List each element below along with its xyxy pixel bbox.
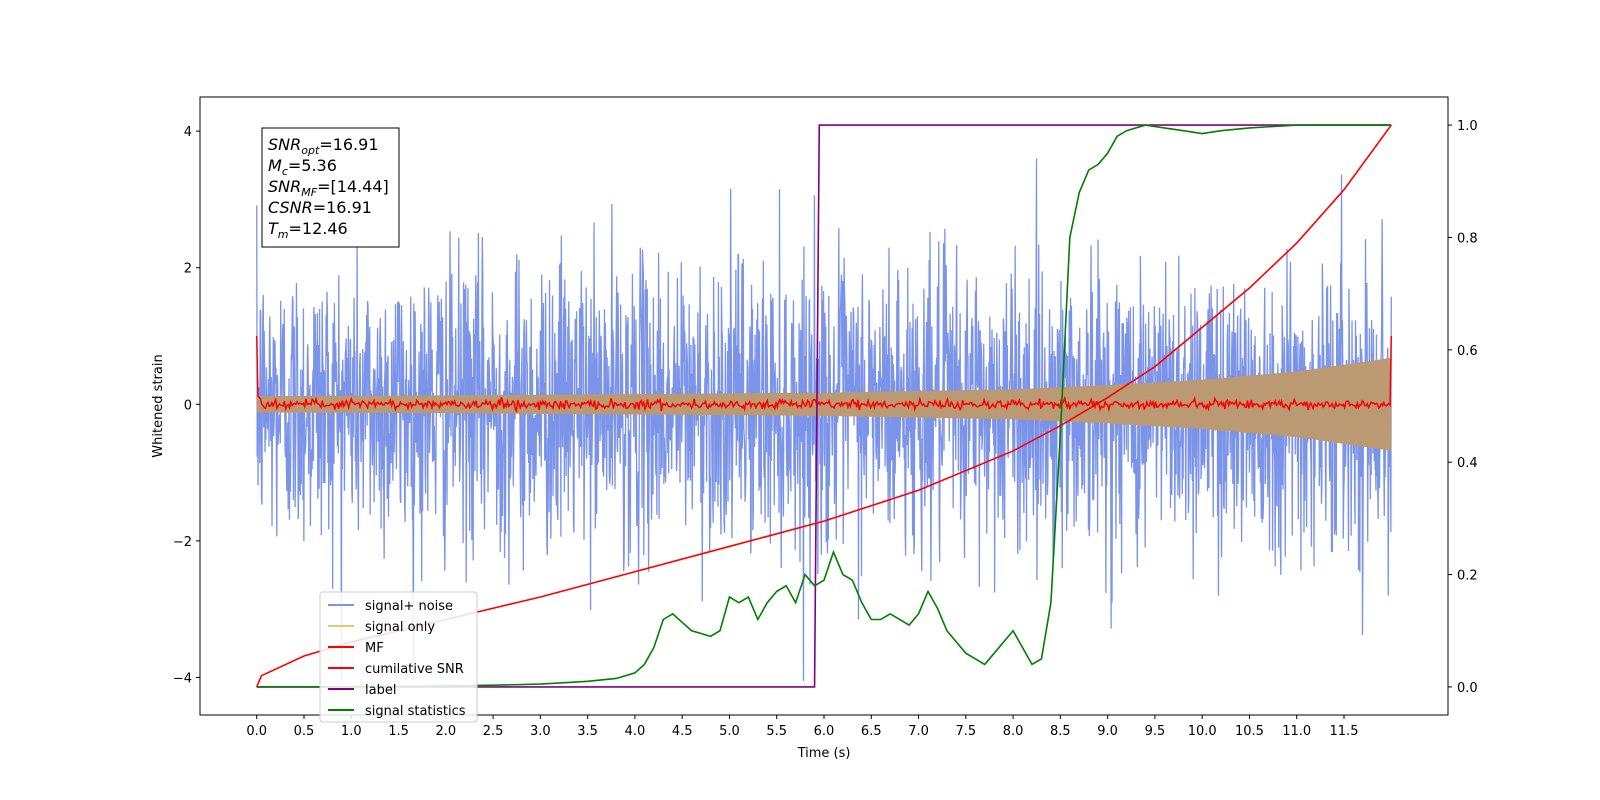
x-tick-label: 10.0 xyxy=(1188,724,1217,739)
y-axis-label: Whitened strain xyxy=(151,354,166,457)
x-tick-label: 4.0 xyxy=(625,724,646,739)
annotation-line: Tm=12.46 xyxy=(268,219,348,241)
x-tick-label: 9.0 xyxy=(1097,724,1118,739)
series-signal-statistics xyxy=(256,124,1392,688)
x-tick-label: 1.5 xyxy=(388,724,409,739)
x-tick-label: 6.0 xyxy=(814,724,835,739)
x-tick-label: 2.5 xyxy=(483,724,504,739)
y-tick-label: 4 xyxy=(184,125,192,140)
x-tick-label: 3.5 xyxy=(577,724,598,739)
legend-label-cumilative-snr: cumilative SNR xyxy=(365,662,464,677)
x-tick-label: 7.0 xyxy=(908,724,929,739)
x-tick-label: 11.0 xyxy=(1282,724,1311,739)
annotation-box: SNRopt=16.91Mc=5.36SNRMF=[14.44]CSNR=16.… xyxy=(261,127,400,248)
legend-label-mf: MF xyxy=(365,641,384,656)
y2-tick-label: 0.8 xyxy=(1457,231,1478,246)
y-tick-label: 0 xyxy=(184,398,192,413)
annotation-frame xyxy=(261,127,400,248)
x-tick-label: 0.0 xyxy=(246,724,267,739)
series-label xyxy=(256,124,1392,688)
x-tick-label: 5.5 xyxy=(766,724,787,739)
x-tick-label: 7.5 xyxy=(955,724,976,739)
legend: signal+ noise signal only MF cumilative SNR… xyxy=(319,591,478,723)
legend-label-signal-noise: signal+ noise xyxy=(365,599,453,614)
legend-label-signal-statistics: signal statistics xyxy=(365,704,466,719)
x-tick-label: 4.5 xyxy=(672,724,693,739)
annotation-line: CSNR=16.91 xyxy=(268,198,372,217)
x-tick-label: 11.5 xyxy=(1330,724,1359,739)
x-tick-label: 9.5 xyxy=(1145,724,1166,739)
annotation-line: SNRMF=[14.44] xyxy=(268,177,389,199)
y2-tick-label: 1.0 xyxy=(1457,119,1478,134)
annotation-line: Mc=5.36 xyxy=(268,156,337,178)
x-tick-label: 5.0 xyxy=(719,724,740,739)
x-tick-label: 0.5 xyxy=(294,724,315,739)
y2-tick-label: 0.0 xyxy=(1457,681,1478,696)
legend-frame xyxy=(319,591,478,723)
y2-tick-label: 0.4 xyxy=(1457,456,1478,471)
y-tick-label: −2 xyxy=(173,535,192,550)
x-tick-label: 10.5 xyxy=(1235,724,1264,739)
legend-label-signal-only: signal only xyxy=(365,620,435,635)
x-tick-label: 2.0 xyxy=(435,724,456,739)
x-tick-label: 1.0 xyxy=(341,724,362,739)
axes-layer: 0.0 0.5 1.0 1.5 2.0 2.5 3.0 3.5 4.0 4.5 5.0 5.5 6.0 6… xyxy=(173,119,1478,739)
series-mf xyxy=(255,335,1393,414)
x-tick-label: 8.5 xyxy=(1050,724,1071,739)
y-tick-label: −4 xyxy=(173,671,192,686)
x-axis-label: Time (s) xyxy=(797,746,851,761)
x-tick-label: 8.0 xyxy=(1003,724,1024,739)
x-tick-label: 6.5 xyxy=(861,724,882,739)
annotation-line: SNRopt=16.91 xyxy=(268,135,379,157)
y-tick-label: 2 xyxy=(184,262,192,277)
legend-label-label: label xyxy=(365,683,396,698)
y2-tick-label: 0.2 xyxy=(1457,569,1478,584)
y2-tick-label: 0.6 xyxy=(1457,344,1478,359)
x-tick-label: 3.0 xyxy=(530,724,551,739)
